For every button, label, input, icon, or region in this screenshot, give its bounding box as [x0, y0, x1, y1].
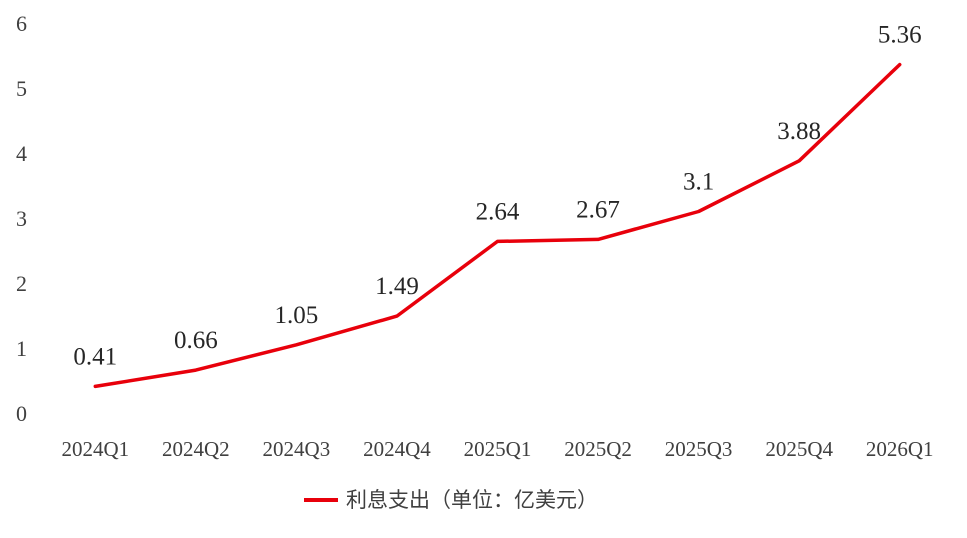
data-label: 2.64 [476, 198, 520, 225]
data-label: 3.1 [683, 169, 714, 196]
y-tick-label: 5 [16, 76, 27, 101]
x-axis-ticks: 2024Q1 2024Q2 2024Q3 2024Q4 2025Q1 2025Q2 2025… [61, 437, 933, 461]
data-label: 0.41 [73, 343, 117, 370]
y-axis-ticks: 0 1 2 3 4 5 6 [16, 11, 27, 426]
x-tick-label: 2024Q4 [363, 437, 431, 461]
data-label: 1.05 [275, 302, 319, 329]
x-tick-label: 2025Q1 [464, 437, 532, 461]
series-line [93, 62, 902, 389]
x-tick-label: 2024Q1 [61, 437, 129, 461]
y-tick-label: 3 [16, 206, 27, 231]
series-group [93, 62, 902, 389]
data-label: 1.49 [375, 273, 419, 300]
x-tick-label: 2025Q3 [665, 437, 733, 461]
x-tick-label: 2025Q4 [765, 437, 833, 461]
y-tick-label: 2 [16, 271, 27, 296]
x-tick-label: 2026Q1 [866, 437, 934, 461]
y-tick-label: 0 [16, 401, 27, 426]
legend: 利息支出（单位：亿美元） [304, 488, 598, 512]
y-tick-label: 6 [16, 11, 27, 36]
legend-label: 利息支出（单位：亿美元） [346, 488, 598, 512]
data-label: 5.36 [878, 22, 922, 49]
y-tick-label: 4 [16, 141, 27, 166]
x-tick-label: 2025Q2 [564, 437, 632, 461]
data-label: 0.66 [174, 327, 218, 354]
y-tick-label: 1 [16, 336, 27, 361]
x-tick-label: 2024Q2 [162, 437, 230, 461]
x-tick-label: 2024Q3 [263, 437, 331, 461]
data-label: 2.67 [576, 196, 620, 223]
data-labels: 0.41 0.66 1.05 1.49 2.64 2.67 3.1 3.88 5.36 [73, 22, 921, 371]
data-label: 3.88 [777, 118, 821, 145]
